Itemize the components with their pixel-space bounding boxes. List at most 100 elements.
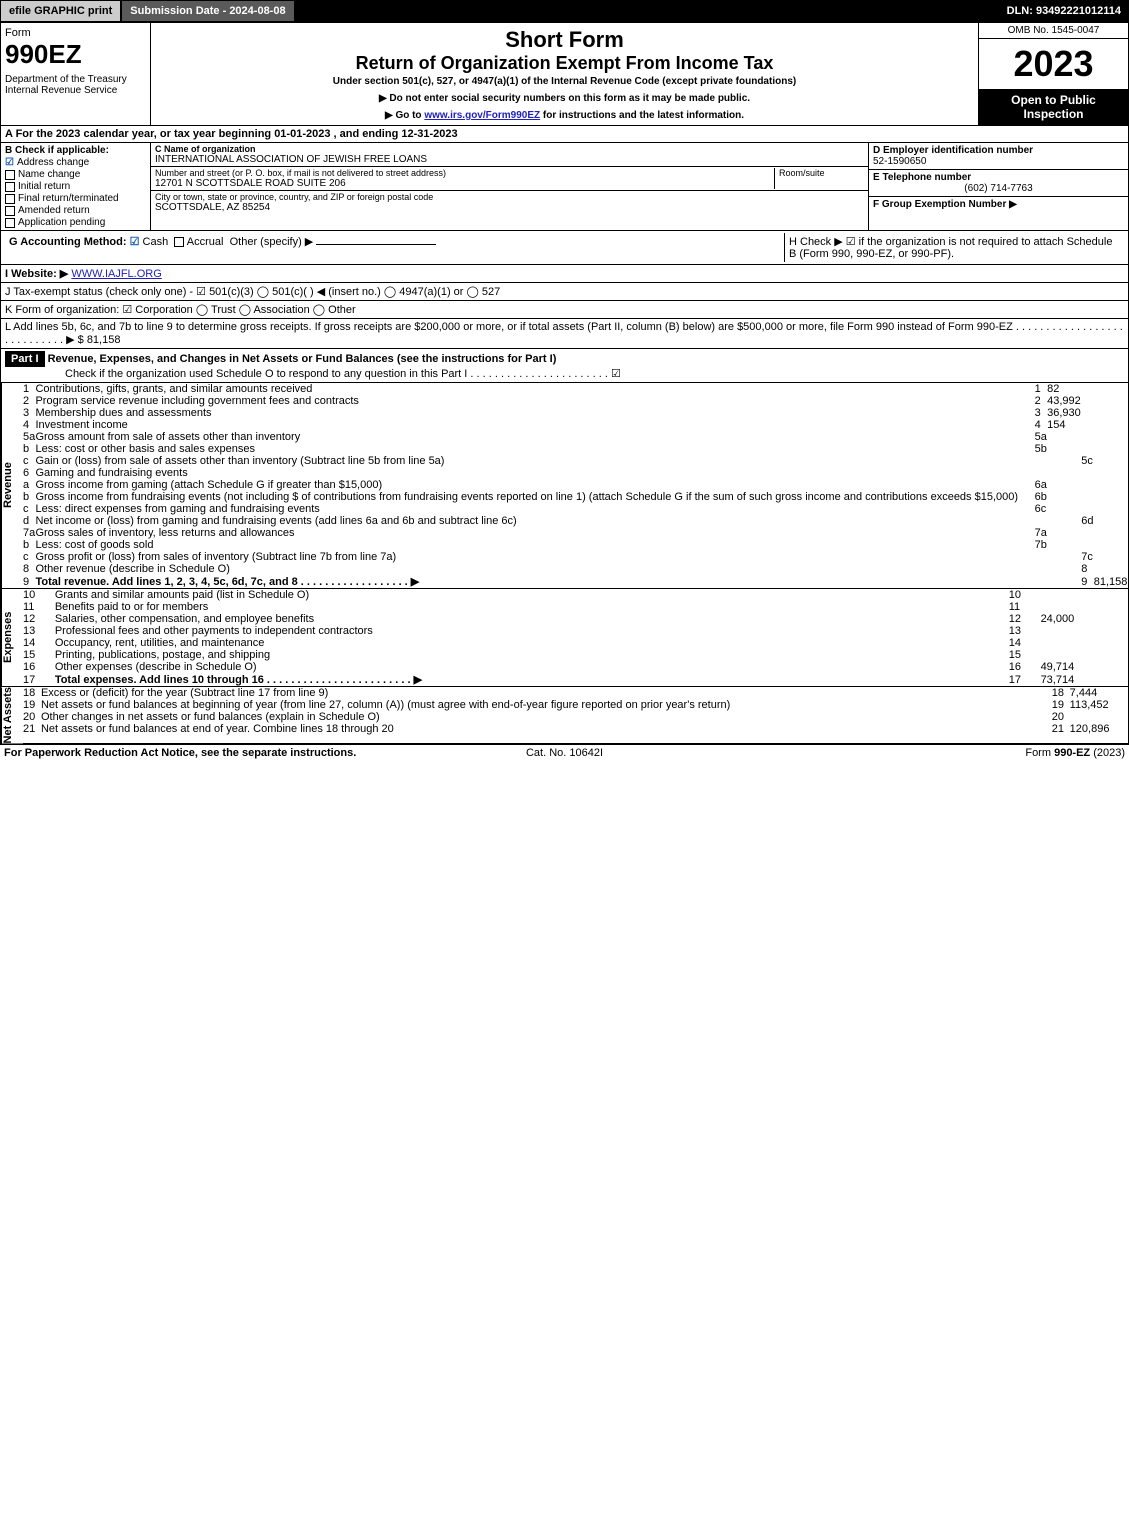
row-num: 16 <box>23 661 55 673</box>
g-accrual: Accrual <box>187 236 224 248</box>
line-a: A For the 2023 calendar year, or tax yea… <box>0 126 1129 143</box>
row-ref: 15 <box>1009 649 1041 661</box>
checkbox-icon[interactable] <box>5 218 15 228</box>
row-amount <box>1070 711 1128 723</box>
checkbox-icon[interactable] <box>5 206 15 216</box>
row-num: 14 <box>23 637 55 649</box>
row-num: 18 <box>23 687 41 699</box>
checkbox-icon[interactable] <box>174 237 184 247</box>
row-ref: 3 <box>1035 407 1047 419</box>
row-text: Net assets or fund balances at end of ye… <box>41 723 1052 735</box>
sub-amount <box>1047 503 1081 515</box>
omb-number: OMB No. 1545-0047 <box>979 23 1128 39</box>
row-text: Other changes in net assets or fund bala… <box>41 711 1052 723</box>
section-c: C Name of organization INTERNATIONAL ASS… <box>151 143 868 230</box>
row-ref: 20 <box>1052 711 1070 723</box>
form-title: Return of Organization Exempt From Incom… <box>157 53 972 74</box>
top-bar: efile GRAPHIC print Submission Date - 20… <box>0 0 1129 22</box>
row-ref: 8 <box>1081 563 1093 575</box>
tax-year: 2023 <box>979 39 1128 89</box>
row-amount: 120,896 <box>1070 723 1128 735</box>
row-num: 6 <box>23 467 35 479</box>
row-text: Contributions, gifts, grants, and simila… <box>35 383 1034 395</box>
net-assets-vlabel: Net Assets <box>1 687 23 743</box>
website-link[interactable]: WWW.IAJFL.ORG <box>71 268 161 280</box>
row-ref: 4 <box>1035 419 1047 431</box>
row-amount: 36,930 <box>1047 407 1081 419</box>
row-ref <box>1081 431 1093 443</box>
revenue-vlabel: Revenue <box>1 383 23 588</box>
cb-initial-return: Initial return <box>18 181 70 192</box>
e-label: E Telephone number <box>873 172 1124 183</box>
row-ref <box>1081 539 1093 551</box>
row-num: 19 <box>23 699 41 711</box>
net-assets-section: Net Assets 18Excess or (deficit) for the… <box>0 687 1129 744</box>
row-text: Gross amount from sale of assets other t… <box>35 431 1034 443</box>
row-text: Occupancy, rent, utilities, and maintena… <box>55 637 1009 649</box>
row-ref: 5c <box>1081 455 1093 467</box>
note2-pre: ▶ Go to <box>385 110 424 121</box>
sub-amount <box>1047 491 1081 503</box>
checkbox-icon[interactable] <box>5 170 15 180</box>
row-ref: 16 <box>1009 661 1041 673</box>
row-amount: 81,158 <box>1094 575 1128 588</box>
part1-check: Check if the organization used Schedule … <box>65 368 621 380</box>
row-amount <box>1094 431 1128 443</box>
org-address: 12701 N SCOTTSDALE ROAD SUITE 206 <box>155 178 774 189</box>
row-num: 9 <box>23 575 35 588</box>
sub-amount <box>1047 539 1081 551</box>
org-name: INTERNATIONAL ASSOCIATION OF JEWISH FREE… <box>155 154 864 165</box>
row-text: Gross income from fundraising events (no… <box>35 491 1034 503</box>
row-num: 5a <box>23 431 35 443</box>
line-i: I Website: ▶ WWW.IAJFL.ORG <box>0 265 1129 283</box>
cb-address-change[interactable]: Address change <box>17 157 89 168</box>
c-name-label: C Name of organization <box>155 144 864 154</box>
row-text: Salaries, other compensation, and employ… <box>55 613 1009 625</box>
row-num: c <box>23 551 35 563</box>
row-ref: 11 <box>1009 601 1041 613</box>
row-amount <box>1094 491 1128 503</box>
ssn-warning: ▶ Do not enter social security numbers o… <box>157 93 972 104</box>
g-label: G Accounting Method: <box>9 236 127 248</box>
row-num: 21 <box>23 723 41 735</box>
row-text: Gross sales of inventory, less returns a… <box>35 527 1034 539</box>
checkbox-icon[interactable] <box>5 194 15 204</box>
row-num: 2 <box>23 395 35 407</box>
row-amount: 49,714 <box>1041 661 1128 673</box>
instructions-link-row: ▶ Go to www.irs.gov/Form990EZ for instru… <box>157 110 972 121</box>
row-amount: 73,714 <box>1041 673 1128 686</box>
sub-amount <box>1047 431 1081 443</box>
sub-amount <box>1047 443 1081 455</box>
part1-badge: Part I <box>5 351 45 367</box>
part1-header-row: Part I Revenue, Expenses, and Changes in… <box>0 349 1129 383</box>
sub-ref: 6a <box>1035 479 1047 491</box>
c-city-label: City or town, state or province, country… <box>155 192 864 202</box>
row-num: 3 <box>23 407 35 419</box>
line-l: L Add lines 5b, 6c, and 7b to line 9 to … <box>0 319 1129 349</box>
row-num: 7a <box>23 527 35 539</box>
row-ref: 10 <box>1009 589 1041 601</box>
row-ref <box>1081 491 1093 503</box>
row-text: Professional fees and other payments to … <box>55 625 1009 637</box>
row-text: Less: direct expenses from gaming and fu… <box>35 503 1034 515</box>
irs-link[interactable]: www.irs.gov/Form990EZ <box>424 110 540 121</box>
phone-value: (602) 714-7763 <box>873 183 1124 194</box>
i-label: I Website: ▶ <box>5 268 68 280</box>
row-amount <box>1094 539 1128 551</box>
row-amount: 43,992 <box>1047 395 1081 407</box>
row-num: 10 <box>23 589 55 601</box>
checkbox-icon[interactable] <box>5 182 15 192</box>
row-ref: 12 <box>1009 613 1041 625</box>
public-inspection-badge: Open to Public Inspection <box>979 89 1128 125</box>
row-ref: 18 <box>1052 687 1070 699</box>
row-ref: 17 <box>1009 673 1041 686</box>
row-amount: 24,000 <box>1041 613 1128 625</box>
row-text: Other expenses (describe in Schedule O) <box>55 661 1009 673</box>
row-ref: 19 <box>1052 699 1070 711</box>
row-amount: 82 <box>1047 383 1081 395</box>
row-amount <box>1094 443 1128 455</box>
section-b: B Check if applicable: ☑Address change N… <box>1 143 151 230</box>
part1-title: Revenue, Expenses, and Changes in Net As… <box>48 353 557 365</box>
note2-post: for instructions and the latest informat… <box>540 110 744 121</box>
efile-print-button[interactable]: efile GRAPHIC print <box>0 0 121 22</box>
